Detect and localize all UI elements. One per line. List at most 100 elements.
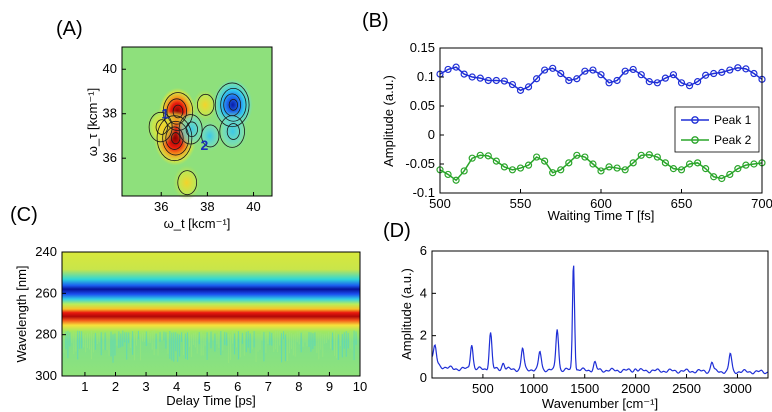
panel-b-ytick-label-0: -0.1 [413,185,435,200]
panel-d-xlabel: Wavenumber [cm⁻¹] [542,396,658,411]
panel-b-ytick-label-2: 0 [428,127,435,142]
data-point-peak-1-29 [669,71,678,79]
contour-line-5-3 [220,87,247,122]
panel-a-ytick-label-0: 36 [103,150,117,165]
panel-c-heatmap [62,252,360,376]
data-point-peak-2-30 [677,166,686,174]
data-point-peak-2-38 [742,161,750,169]
data-point-peak-1-1 [444,65,452,74]
panel-c-xtick-label-1: 2 [112,379,119,394]
data-point-peak-1-12 [532,75,541,83]
contour-line-1-3 [162,120,190,156]
panel-c-xtick-label-4: 5 [204,379,211,394]
panel-a-xtick-label-2: 40 [246,199,260,214]
data-point-peak-1-23 [621,67,629,75]
data-point-peak-2-4 [468,154,476,162]
panel-a-ytick-label-1: 38 [103,106,117,121]
data-point-peak-1-15 [557,69,565,78]
contour-line-6-1 [226,123,240,140]
contour-line-7-1 [177,170,198,196]
data-point-peak-2-14 [549,169,557,177]
data-point-peak-1-36 [726,66,734,74]
panel-b-ytick-label-1: -0.05 [405,156,435,171]
data-point-peak-1-38 [742,65,750,73]
panel-b-legend: Peak 1 Peak 2 [674,106,760,153]
contour-line-6-2 [219,115,245,148]
panel-b-xtick-label-4: 700 [751,196,772,211]
data-point-peak-2-35 [718,174,726,183]
panel-c-plot: 1 2 3 4 5 6 7 8 9 10 240 260 280 300 [35,244,367,394]
data-point-peak-2-31 [685,160,694,168]
data-point-peak-2-23 [621,166,629,174]
data-point-peak-1-31 [685,82,694,90]
data-point-peak-1-14 [549,64,557,72]
data-point-peak-1-33 [702,71,710,79]
panel-d-ytick-label-2: 4 [420,285,427,300]
data-point-peak-2-28 [661,159,670,167]
data-point-peak-1-37 [734,64,742,72]
contour-line-2-2 [148,111,173,143]
contour-line-3-1 [185,121,198,138]
panel-label-b: (B) [362,10,389,32]
contour-line-1-1 [170,132,181,145]
data-point-peak-1-26 [645,78,653,86]
data-point-peak-2-27 [653,153,661,161]
data-point-peak-1-13 [541,66,549,74]
panel-a-xlabel: ω_t [kcm⁻¹] [164,216,231,231]
data-point-peak-2-12 [532,153,541,161]
data-point-peak-1-28 [661,74,670,82]
panel-c-xlabel: Delay Time [ps] [166,393,256,408]
data-point-peak-1-8 [500,77,508,85]
panel-b-ytick-label-4: 0.1 [417,69,435,84]
panel-b-xlabel: Waiting Time T [fs] [548,208,655,223]
panel-b-ylabel: Amplitude (a.u.) [381,75,396,167]
panel-d-ytick-label-1: 2 [420,328,427,343]
data-point-peak-2-24 [629,159,637,167]
data-point-peak-2-11 [524,161,533,169]
panel-a-xtick-label-0: 36 [154,199,168,214]
panel-c-xtick-label-0: 1 [81,379,88,394]
data-point-peak-2-17 [573,151,581,159]
contour-line-0-1 [172,104,184,119]
panel-a-xtick-label-1: 38 [200,199,214,214]
data-point-peak-1-4 [468,73,476,81]
panel-b-xtick-label-1: 550 [510,196,532,211]
data-point-peak-2-29 [669,165,678,173]
data-point-peak-2-26 [645,151,653,159]
contour-blob-6 [216,110,249,153]
panel-d-xtick-label-4: 2500 [672,381,701,396]
panel-d-ytick-label-0: 0 [420,370,427,385]
panel-d-xtick-label-2: 1500 [570,381,599,396]
data-point-peak-2-7 [492,157,500,165]
data-point-peak-1-6 [484,76,492,85]
panel-c-xtick-label-6: 7 [265,379,272,394]
data-point-peak-2-22 [613,164,621,172]
data-point-peak-2-18 [581,153,589,161]
contour-line-8-1 [196,93,215,116]
data-point-peak-2-2 [452,176,460,184]
data-point-peak-2-19 [589,160,597,168]
data-point-peak-2-37 [734,165,742,173]
panel-c-ytick-label-0: 240 [35,244,57,259]
panel-a-plot: 36 38 40 36 38 40 1 2 [103,46,273,214]
data-point-peak-2-33 [702,165,710,173]
panel-c-xtick-label-2: 3 [142,379,149,394]
data-point-peak-2-25 [637,151,645,159]
data-point-peak-1-19 [589,66,597,74]
data-point-peak-1-22 [613,76,621,85]
panel-d-ytick-label-3: 6 [420,243,427,258]
panel-d-ylabel: Amplitude (a.u.) [399,268,414,360]
data-point-peak-2-1 [444,170,452,179]
data-point-peak-2-9 [508,166,517,174]
data-point-peak-1-34 [710,69,718,78]
panel-c-ytick-label-2: 280 [35,327,57,342]
data-point-peak-2-34 [710,173,718,181]
panel-d-xtick-label-0: 500 [472,381,494,396]
data-point-peak-1-24 [629,65,637,74]
panel-b-xtick-label-2: 600 [590,196,612,211]
peak-1-annotation: 1 [161,106,169,122]
panel-label-c: (C) [10,204,38,226]
data-point-peak-2-10 [516,164,525,172]
data-point-peak-2-3 [460,167,468,175]
data-point-peak-1-30 [677,79,686,87]
